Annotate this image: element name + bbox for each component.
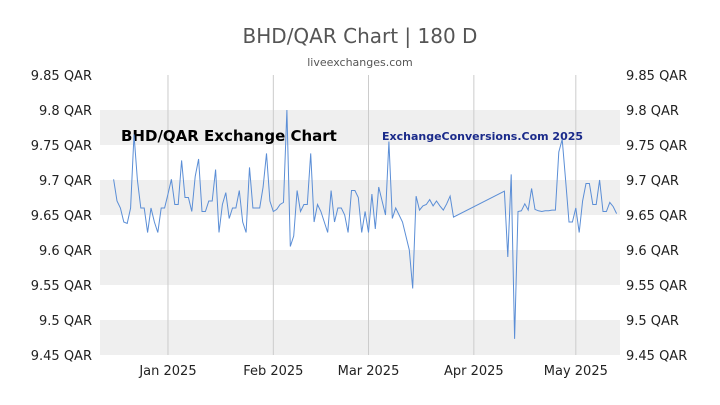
x-tick-label: Apr 2025 xyxy=(444,364,504,379)
grid-band xyxy=(100,110,620,145)
y-tick-label-right: 9.7 QAR xyxy=(626,174,679,189)
x-tick-label: May 2025 xyxy=(544,364,608,379)
y-tick-label-left: 9.55 QAR xyxy=(31,279,92,294)
y-tick-label-right: 9.6 QAR xyxy=(626,244,679,259)
y-axis-right: 9.85 QAR 9.8 QAR 9.75 QAR 9.7 QAR 9.65 QAR 9.… xyxy=(626,69,687,364)
y-tick-label-right: 9.5 QAR xyxy=(626,314,679,329)
y-tick-label-left: 9.8 QAR xyxy=(39,104,92,119)
y-tick-label-left: 9.6 QAR xyxy=(39,244,92,259)
x-axis: Jan 2025 Feb 2025 Mar 2025 Apr 2025 May 2025 xyxy=(138,364,608,379)
chart-subtitle: liveexchanges.com xyxy=(307,56,413,69)
y-tick-label-right: 9.45 QAR xyxy=(626,349,687,364)
y-tick-label-right: 9.75 QAR xyxy=(626,139,687,154)
y-tick-label-right: 9.65 QAR xyxy=(626,209,687,224)
y-tick-label-left: 9.65 QAR xyxy=(31,209,92,224)
vertical-gridlines xyxy=(167,75,577,355)
y-tick-label-left: 9.45 QAR xyxy=(31,349,92,364)
watermark-right: ExchangeConversions.Com 2025 xyxy=(382,130,583,143)
y-tick-label-left: 9.75 QAR xyxy=(31,139,92,154)
y-tick-label-left: 9.5 QAR xyxy=(39,314,92,329)
chart-title: BHD/QAR Chart | 180 D xyxy=(242,24,478,48)
x-tick-label: Mar 2025 xyxy=(338,364,400,379)
watermark-left: BHD/QAR Exchange Chart xyxy=(121,127,337,145)
x-tick-label: Feb 2025 xyxy=(243,364,303,379)
grid-band xyxy=(100,250,620,285)
y-axis-left: 9.85 QAR 9.8 QAR 9.75 QAR 9.7 QAR 9.65 QAR 9.… xyxy=(31,69,92,364)
x-tick-label: Jan 2025 xyxy=(138,364,196,379)
y-tick-label-right: 9.8 QAR xyxy=(626,104,679,119)
grid-band xyxy=(100,320,620,355)
background-bands xyxy=(100,110,620,355)
y-tick-label-left: 9.85 QAR xyxy=(31,69,92,84)
grid-band xyxy=(100,180,620,215)
y-tick-label-right: 9.85 QAR xyxy=(626,69,687,84)
y-tick-label-right: 9.55 QAR xyxy=(626,279,687,294)
series-line xyxy=(113,109,618,339)
y-tick-label-left: 9.7 QAR xyxy=(39,174,92,189)
